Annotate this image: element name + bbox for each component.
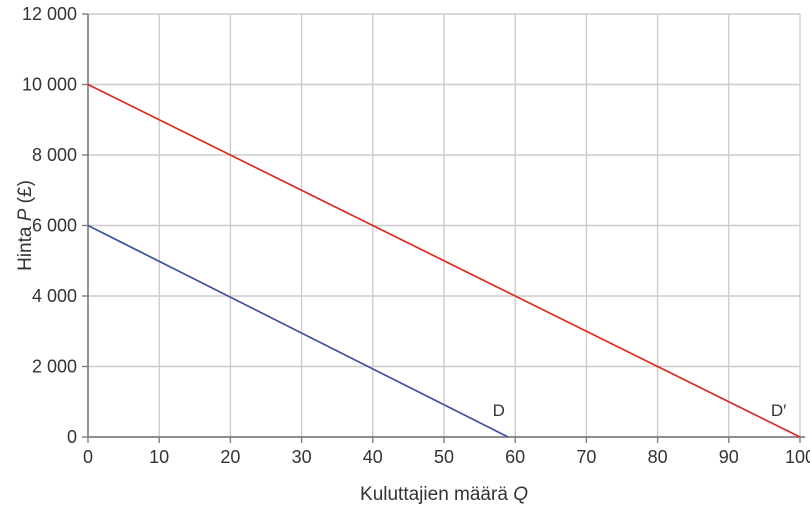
x-tick-label-10: 10 bbox=[149, 447, 169, 467]
tick-marks bbox=[82, 13, 801, 443]
series-label-D-prime: D′ bbox=[771, 401, 786, 420]
series-line-D bbox=[87, 224, 509, 438]
y-tick-label-0: 0 bbox=[67, 427, 77, 447]
x-tick-label-30: 30 bbox=[292, 447, 312, 467]
y-tick-label-8000: 8 000 bbox=[32, 145, 77, 165]
tick-labels: 0 10 20 30 40 50 60 70 80 90 100 0 2 000 4 000 6 000 8 … bbox=[22, 4, 810, 467]
y-tick-label-4000: 4 000 bbox=[32, 286, 77, 306]
series-lines bbox=[87, 83, 801, 438]
x-tick-label-70: 70 bbox=[576, 447, 596, 467]
series-label-D: D bbox=[493, 401, 505, 420]
x-tick-label-40: 40 bbox=[363, 447, 383, 467]
y-tick-label-10000: 10 000 bbox=[22, 75, 77, 95]
y-tick-label-12000: 12 000 bbox=[22, 4, 77, 24]
axis-titles: Kuluttajien määrä Q Hinta P (£) bbox=[15, 180, 528, 505]
series-labels: D D′ bbox=[493, 401, 787, 420]
x-tick-label-50: 50 bbox=[434, 447, 454, 467]
x-tick-label-90: 90 bbox=[719, 447, 739, 467]
y-axis-title: Hinta P (£) bbox=[15, 180, 36, 271]
series-line-D-prime bbox=[87, 83, 801, 438]
x-tick-label-100: 100 bbox=[785, 447, 810, 467]
x-tick-label-80: 80 bbox=[648, 447, 668, 467]
gridlines bbox=[88, 13, 801, 437]
y-tick-label-6000: 6 000 bbox=[32, 216, 77, 236]
x-axis-title: Kuluttajien määrä Q bbox=[360, 484, 528, 505]
y-tick-label-2000: 2 000 bbox=[32, 357, 77, 377]
x-tick-label-0: 0 bbox=[83, 447, 93, 467]
x-tick-label-60: 60 bbox=[505, 447, 525, 467]
x-tick-label-20: 20 bbox=[220, 447, 240, 467]
